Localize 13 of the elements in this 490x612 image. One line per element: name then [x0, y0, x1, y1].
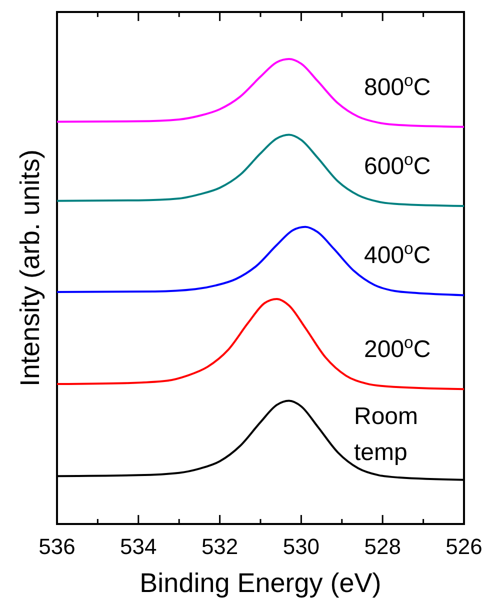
x-tick-label: 534: [120, 534, 157, 559]
series-label: 600$^{o}$C: [364, 149, 431, 180]
series-label: Room temp: [354, 402, 418, 466]
x-tick-label: 526: [446, 534, 482, 559]
y-axis-title: Intensity (arb. units): [15, 149, 45, 387]
series-label: 200$^{o}$C: [364, 332, 431, 364]
x-tick-label: 536: [38, 534, 76, 559]
series-label: 800$^{o}$C: [364, 70, 431, 101]
x-axis-title: Binding Energy (eV): [140, 568, 382, 598]
series-label: 400$^{o}$C: [364, 238, 431, 270]
x-tick-label: 530: [282, 534, 320, 559]
x-tick-label: 528: [364, 534, 401, 559]
x-tick-label: 532: [201, 534, 238, 559]
